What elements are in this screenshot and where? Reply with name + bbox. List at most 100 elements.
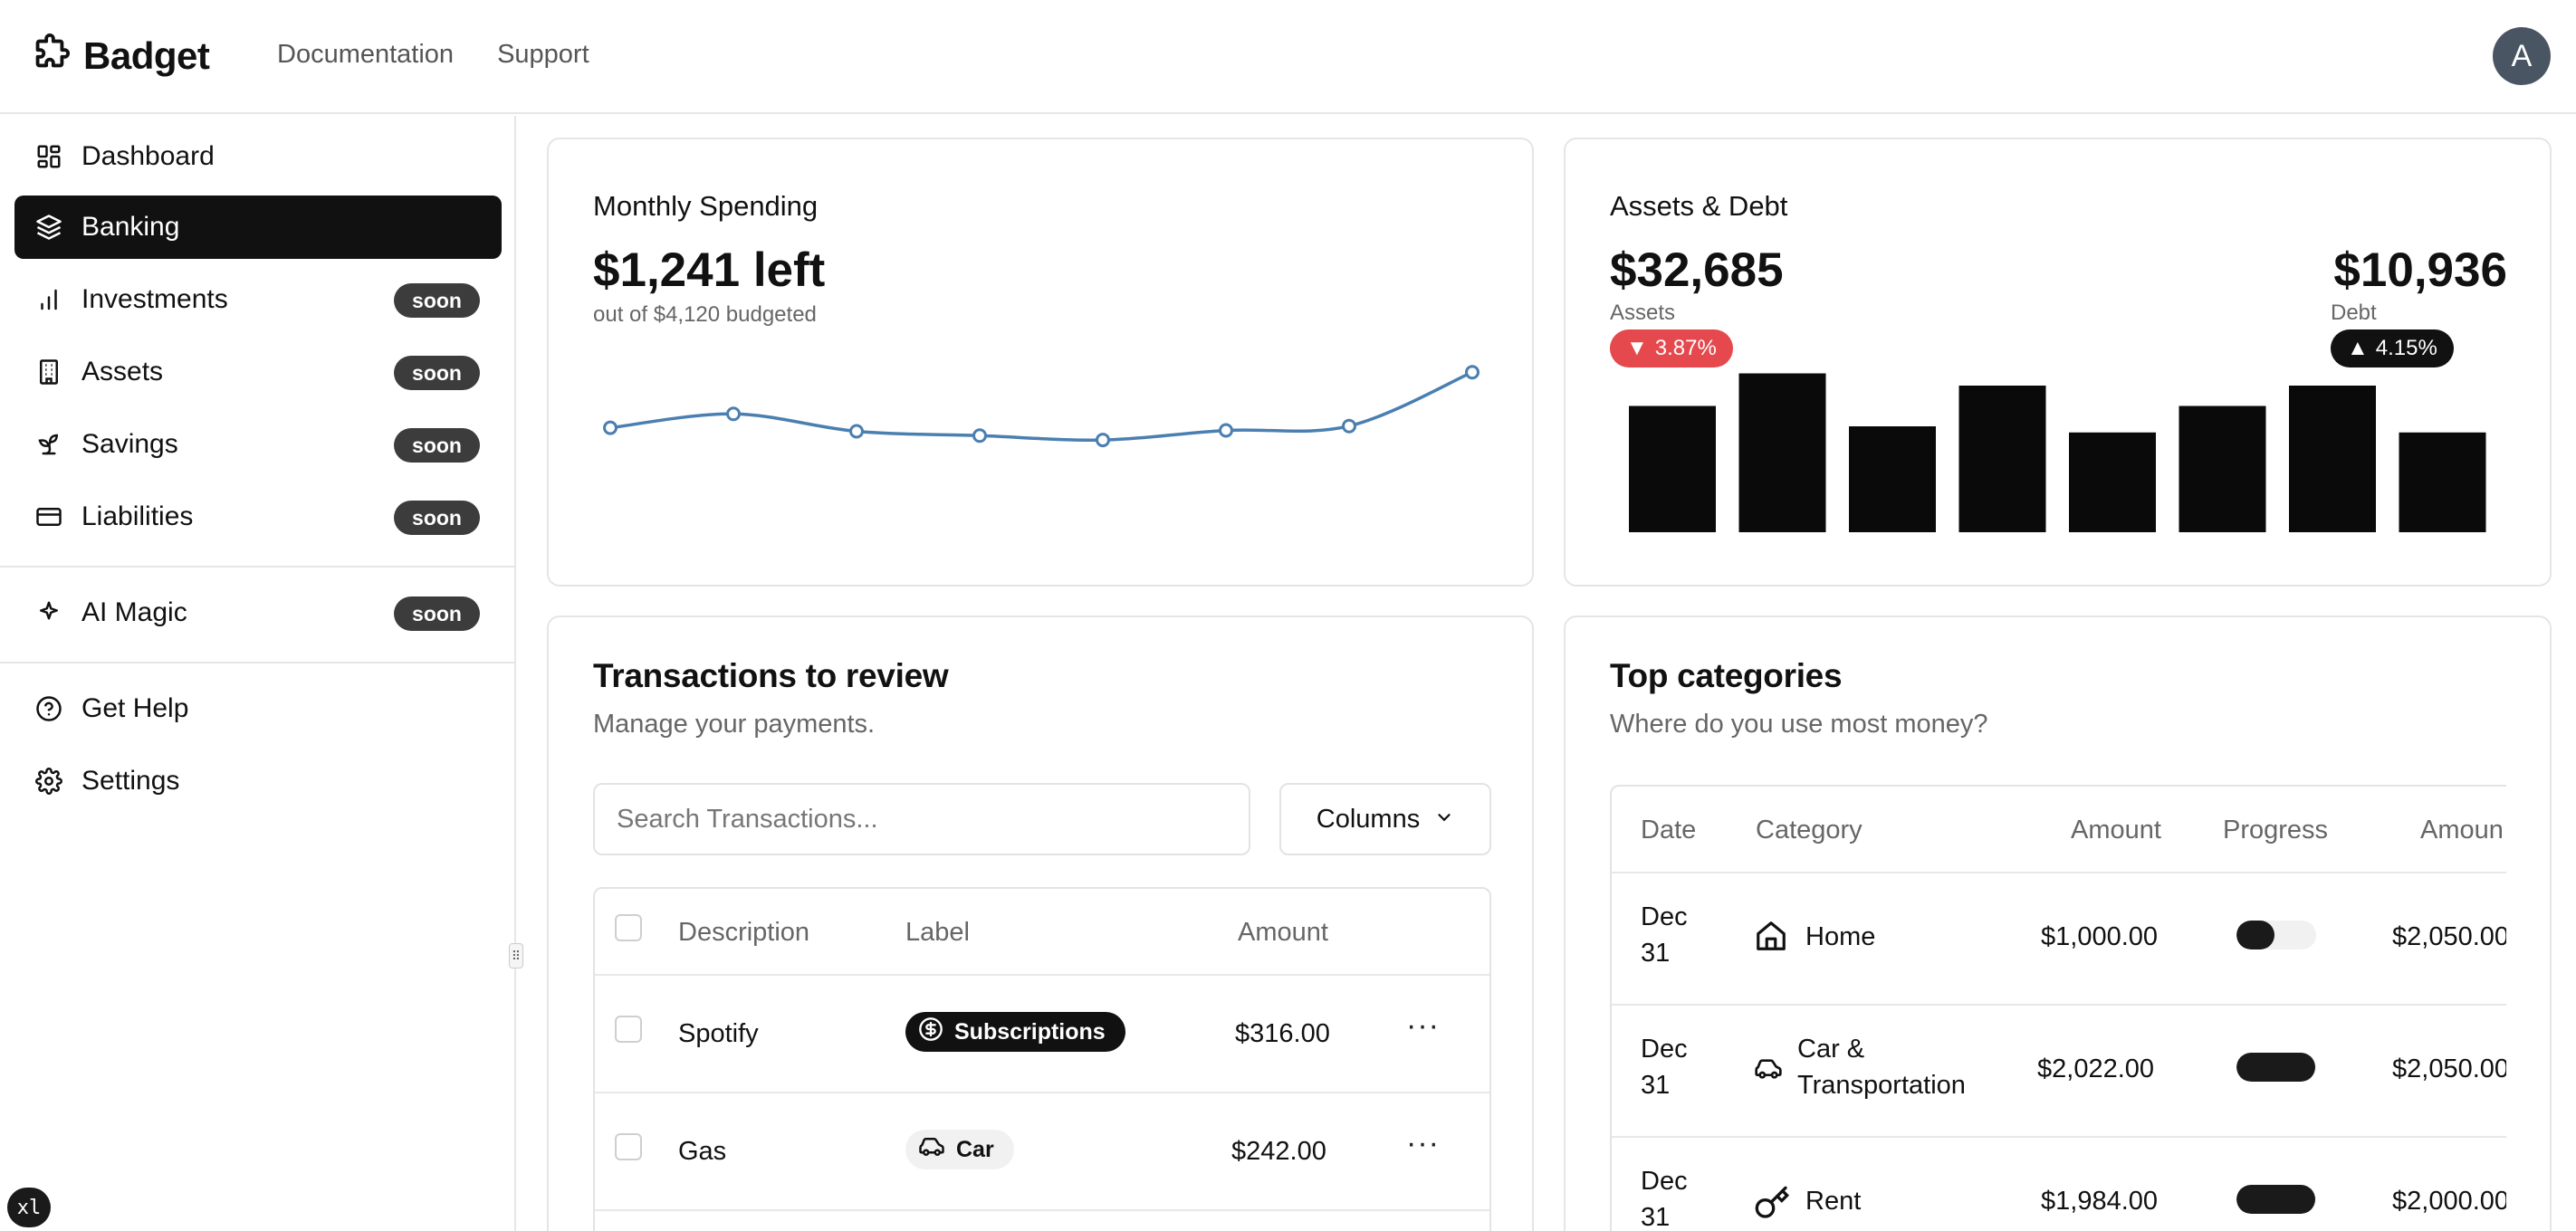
sparkle-icon [34, 598, 63, 627]
asset-bar [1849, 426, 1936, 532]
row-divider [595, 1209, 1489, 1211]
amount-left: $1,241 left [593, 243, 826, 297]
row-checkbox[interactable] [615, 1133, 642, 1160]
select-all-checkbox[interactable] [615, 914, 642, 941]
assets-change-value: 3.87% [1654, 336, 1717, 360]
nav-documentation-link[interactable]: Documentation [277, 40, 455, 69]
columns-dropdown-button[interactable]: Columns [1279, 783, 1491, 855]
sidebar-item-banking[interactable]: Banking [14, 196, 502, 259]
transaction-description: Spotify [678, 1019, 759, 1048]
transactions-table: Description Label Amount Spotify Subscri… [593, 887, 1491, 1231]
soon-badge: soon [394, 356, 480, 390]
dashboard-icon [34, 142, 63, 171]
sidebar-item-label: Savings [81, 429, 178, 459]
debt-label: Debt [2331, 301, 2377, 325]
category-name-line-1: Car & [1797, 1035, 1865, 1064]
card-title: Assets & Debt [1610, 190, 1788, 222]
sidebar-item-get-help[interactable]: Get Help [14, 677, 502, 740]
date-day: 31 [1641, 1071, 1671, 1100]
sidebar-item-assets[interactable]: Assets soon [14, 340, 502, 404]
category-name: Home [1805, 922, 1876, 951]
breakpoint-indicator: xl [7, 1188, 51, 1227]
debt-change-value: 4.15% [2375, 336, 2437, 360]
row-checkbox[interactable] [615, 1016, 642, 1043]
layers-icon [34, 213, 63, 242]
sidebar: Dashboard Banking Investments soon Asset… [0, 116, 516, 1231]
sidebar-item-liabilities[interactable]: Liabilities soon [14, 485, 502, 549]
more-actions-icon[interactable]: ··· [1406, 1126, 1440, 1160]
user-avatar[interactable]: A [2493, 27, 2551, 85]
soon-badge: soon [394, 596, 480, 631]
top-bar: Badget Documentation Support A [0, 0, 2576, 114]
asset-bar [2179, 406, 2266, 532]
sprout-icon [34, 430, 63, 459]
sidebar-item-label: Dashboard [81, 141, 215, 171]
debt-change-badge: ▲ 4.15% [2331, 329, 2454, 367]
column-header-label: Label [905, 918, 970, 947]
sidebar-resize-handle[interactable]: ⠿ [509, 943, 523, 969]
transaction-amount: $242.00 [1231, 1137, 1326, 1166]
column-header-date: Date [1641, 816, 1697, 845]
nav-support-link[interactable]: Support [497, 40, 589, 69]
sidebar-item-label: Investments [81, 284, 228, 314]
date-day: 31 [1641, 939, 1671, 968]
search-transactions-input[interactable] [593, 783, 1250, 855]
debt-value: $10,936 [2333, 243, 2507, 297]
label-chip[interactable]: Car [905, 1130, 1014, 1169]
category-name: Car & Transportation [1797, 1031, 1966, 1103]
spending-point [1219, 423, 1233, 438]
gear-icon [34, 767, 63, 796]
sidebar-item-savings[interactable]: Savings soon [14, 413, 502, 476]
spending-point [1465, 365, 1480, 380]
dollar-circle-icon [918, 1016, 943, 1048]
budget-subtitle: out of $4,120 budgeted [593, 302, 817, 327]
credit-card-icon [34, 502, 63, 531]
spending-point [1096, 433, 1110, 448]
car-icon [918, 1133, 945, 1167]
category-progress-bar [2236, 921, 2316, 949]
date-month: Dec [1641, 902, 1688, 931]
date-month: Dec [1641, 1167, 1688, 1196]
more-actions-icon[interactable]: ··· [1406, 1008, 1440, 1043]
top-categories-card: Top categories Where do you use most mon… [1564, 616, 2552, 1231]
row-divider [595, 1092, 1489, 1093]
category-amount: $1,984.00 [2041, 1187, 2159, 1216]
row-divider [1612, 1004, 2506, 1006]
assets-change-badge: ▼ 3.87% [1610, 329, 1733, 367]
soon-badge: soon [394, 283, 480, 318]
category-amount-2: $2,050.00 [2392, 1054, 2506, 1083]
sidebar-item-settings[interactable]: Settings [14, 749, 502, 813]
sidebar-item-label: Liabilities [81, 501, 194, 531]
sidebar-item-ai-magic[interactable]: AI Magic soon [14, 581, 502, 644]
triangle-up-icon: ▲ [2347, 336, 2369, 360]
brand-logo[interactable]: Badget [29, 33, 210, 79]
brand-name: Badget [83, 33, 210, 77]
sidebar-item-dashboard[interactable]: Dashboard [14, 125, 502, 188]
asset-bar [2289, 386, 2376, 532]
section-title: Top categories [1610, 657, 1843, 694]
section-subtitle: Manage your payments. [593, 710, 876, 739]
section-title: Transactions to review [593, 657, 949, 694]
spending-point [1342, 418, 1356, 434]
sidebar-item-label: Get Help [81, 693, 189, 723]
date-day: 31 [1641, 1203, 1671, 1231]
assets-bar-chart [1629, 373, 2486, 532]
spending-point [972, 428, 987, 444]
puzzle-logo-icon [29, 33, 71, 79]
category-name-line-2: Transportation [1797, 1071, 1966, 1100]
label-chip[interactable]: Subscriptions [905, 1012, 1125, 1052]
assets-label: Assets [1610, 301, 1676, 325]
category-progress-bar [2236, 1185, 2316, 1214]
progress-fill [2236, 921, 2275, 949]
category-amount: $1,000.00 [2041, 922, 2159, 951]
column-header-category: Category [1756, 816, 1863, 845]
bar-chart-icon [34, 285, 63, 314]
key-icon [1754, 1185, 1790, 1226]
category-amount-2: $2,000.00 [2392, 1187, 2506, 1216]
asset-bar [1958, 386, 2046, 532]
soon-badge: soon [394, 428, 480, 463]
car-icon [1754, 1054, 1783, 1088]
sidebar-item-investments[interactable]: Investments soon [14, 268, 502, 331]
category-date: Dec 31 [1641, 1031, 1688, 1103]
category-date: Dec 31 [1641, 1163, 1688, 1231]
